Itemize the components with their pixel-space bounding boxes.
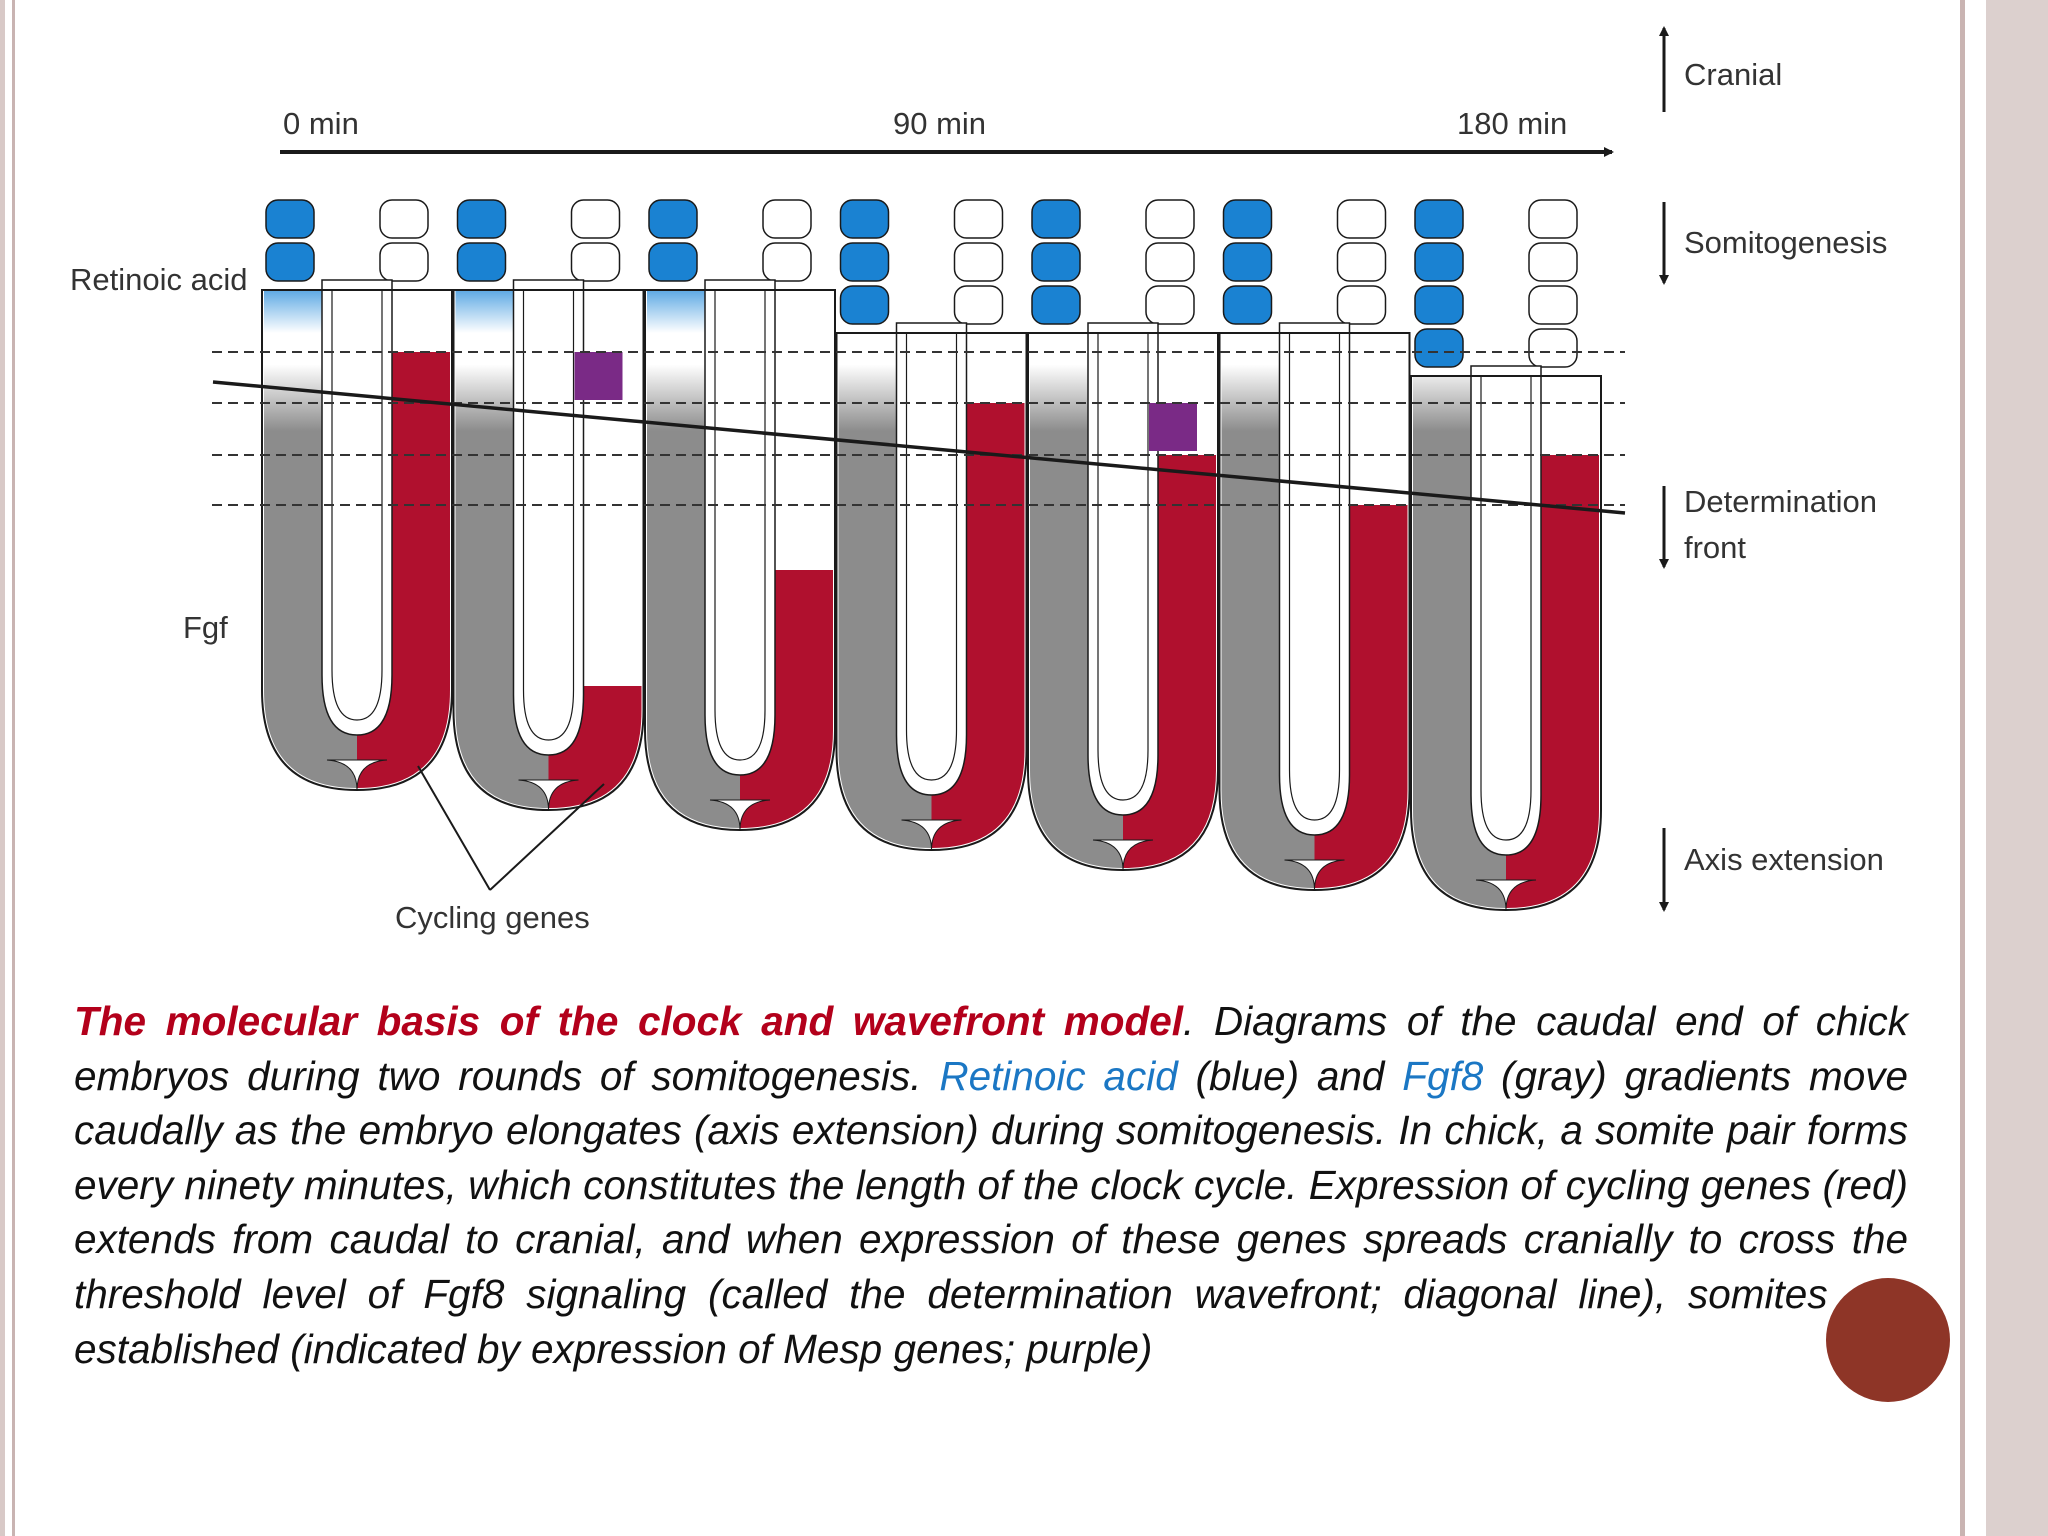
timeline-label-0: 0 min (283, 106, 359, 141)
somite-block (1031, 242, 1081, 282)
right-edge-bar-outer (1986, 0, 2048, 1536)
somite-block (1031, 199, 1081, 239)
somite-block (456, 242, 507, 282)
timeline-label-1: 90 min (893, 106, 986, 141)
cranial-label: Cranial (1684, 57, 1782, 92)
determination-label-line2: front (1684, 530, 1746, 565)
threshold-lines (212, 351, 1625, 506)
embryo-stage-5 (1027, 199, 1219, 872)
notochord (1288, 332, 1341, 821)
tailbud-outline (1410, 375, 1602, 912)
mesp-expression (1149, 403, 1197, 451)
caption-title: The molecular basis of the clock and wav… (74, 998, 1184, 1044)
mesp-expression (574, 352, 623, 400)
somite-block (839, 242, 890, 282)
somite-outline (953, 285, 1004, 325)
somite-outline (1145, 199, 1195, 239)
neural-tube (1470, 365, 1542, 856)
somite-outline (953, 199, 1004, 239)
somite-block (265, 199, 315, 239)
somite-block (648, 199, 698, 239)
left-edge-bar (0, 0, 5, 1536)
somite-block (1031, 285, 1081, 325)
caption-retinoic-acid: Retinoic acid (939, 1052, 1178, 1099)
determination-label-line1: Determination (1684, 484, 1877, 519)
figure-caption: The molecular basis of the clock and wav… (74, 994, 1908, 1376)
left-edge-bar-inner (12, 0, 15, 1536)
somite-outline (1528, 328, 1578, 368)
slide-number-badge (1826, 1278, 1950, 1402)
clock-wavefront-diagram: 0 min 90 min 180 min Retinoic acid Fgf C… (70, 26, 1887, 935)
somite-outline (1528, 242, 1578, 282)
somite-block (265, 242, 315, 282)
cycling-genes-pointer-2 (489, 783, 605, 891)
somite-block (839, 285, 890, 325)
somite-outline (953, 242, 1004, 282)
embryo-stage-6 (1218, 199, 1411, 892)
timeline-label-2: 180 min (1457, 106, 1567, 141)
tailbud-outline (452, 289, 645, 812)
retinoic-acid-label: Retinoic acid (70, 262, 247, 297)
somite-outline (762, 242, 812, 282)
somite-outline (1528, 285, 1578, 325)
cycling-genes-pointer-1 (417, 765, 491, 891)
tailbud-outline (1027, 332, 1219, 872)
caption-text-3: (gray) gradients move caudally as the em… (74, 1052, 1908, 1372)
right-edge-bar (1960, 0, 1965, 1536)
somite-outline (1336, 285, 1387, 325)
somite-block (1222, 285, 1273, 325)
neural-tube (895, 322, 968, 796)
determination-front-line (212, 380, 1626, 515)
fgf-label: Fgf (183, 610, 228, 645)
somite-outline (570, 242, 621, 282)
embryo-stage-2 (452, 199, 645, 812)
neural-tube (1087, 322, 1159, 816)
embryo-stages (261, 199, 1602, 912)
somitogenesis-label: Somitogenesis (1684, 225, 1887, 260)
somite-outline (379, 242, 429, 282)
somite-block (839, 199, 890, 239)
caption-fgf8: Fgf8 (1402, 1052, 1484, 1099)
tailbud-outline (261, 289, 453, 792)
somite-outline (1336, 242, 1387, 282)
somite-outline (570, 199, 621, 239)
somite-outline (1145, 285, 1195, 325)
tailbud-outline (644, 289, 836, 832)
embryo-stage-4 (835, 199, 1028, 852)
tailbud-outline (835, 332, 1028, 852)
cycling-genes-label: Cycling genes (395, 900, 590, 935)
embryo-stage-3 (644, 199, 836, 832)
notochord (1480, 375, 1532, 841)
somite-outline (379, 199, 429, 239)
somite-block (1414, 242, 1464, 282)
somite-outline (762, 199, 812, 239)
neural-tube (1278, 322, 1351, 836)
somite-outline (1336, 199, 1387, 239)
notochord (522, 289, 575, 741)
somite-outline (1145, 242, 1195, 282)
somite-block (1414, 285, 1464, 325)
notochord (905, 332, 958, 781)
axis-extension-label: Axis extension (1684, 842, 1884, 877)
somite-block (456, 199, 507, 239)
somite-block (1222, 242, 1273, 282)
somite-outline (1528, 199, 1578, 239)
somite-block (1414, 199, 1464, 239)
neural-tube (512, 279, 585, 756)
caption-text-2: (blue) and (1177, 1052, 1403, 1099)
notochord (331, 289, 383, 721)
notochord (714, 289, 766, 761)
embryo-stage-7 (1410, 199, 1602, 912)
somite-block (648, 242, 698, 282)
notochord (1097, 332, 1149, 801)
somite-block (1414, 328, 1464, 368)
somite-block (1222, 199, 1273, 239)
embryo-stage-1 (261, 199, 453, 792)
tailbud-outline (1218, 332, 1411, 892)
caption-text-1: . Diagrams of the caudal end of chick em… (74, 998, 1908, 1099)
